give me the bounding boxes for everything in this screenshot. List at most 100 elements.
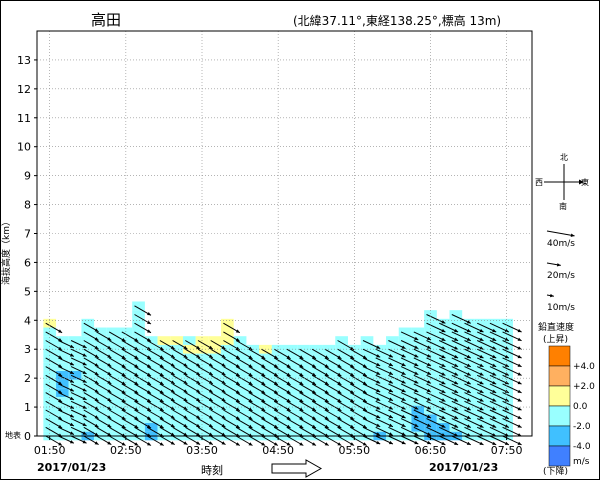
wind-arrow-head bbox=[94, 380, 99, 384]
wind-arrow bbox=[58, 392, 75, 401]
velocity-cell bbox=[106, 422, 120, 432]
wind-arrow-head bbox=[208, 389, 213, 393]
wind-arrow bbox=[476, 392, 497, 402]
wind-arrow-head bbox=[183, 380, 188, 384]
velocity-cell bbox=[309, 422, 323, 432]
wind-arrow-head bbox=[312, 442, 316, 446]
wind-arrow bbox=[362, 400, 381, 410]
wind-arrow bbox=[400, 426, 419, 436]
wind-arrow-head bbox=[221, 415, 226, 419]
velocity-cell bbox=[94, 396, 107, 406]
wind-arrow-head bbox=[504, 415, 509, 419]
velocity-cell bbox=[259, 370, 272, 380]
wind-arrow-head bbox=[427, 388, 431, 392]
velocity-cell bbox=[81, 344, 95, 354]
wind-arrow bbox=[210, 435, 226, 446]
wind-arrow bbox=[362, 418, 381, 428]
wind-arrow-head bbox=[170, 380, 175, 384]
velocity-cell bbox=[398, 362, 412, 371]
velocity-cell bbox=[94, 388, 107, 397]
wind-arrow bbox=[451, 322, 472, 333]
wind-arrow-head bbox=[107, 423, 112, 428]
velocity-cell bbox=[56, 362, 69, 371]
scale-label: 20m/s bbox=[547, 271, 575, 281]
wind-arrow bbox=[172, 409, 188, 419]
wind-arrow bbox=[438, 340, 459, 350]
wind-arrow-head bbox=[441, 407, 446, 411]
wind-arrow-head bbox=[401, 406, 406, 410]
wind-arrow-head bbox=[388, 406, 393, 410]
velocity-cell bbox=[182, 344, 196, 354]
velocity-cell bbox=[182, 336, 196, 345]
wind-arrow bbox=[273, 435, 291, 446]
wind-arrow-head bbox=[69, 422, 74, 426]
wind-arrow-head bbox=[492, 372, 497, 376]
wind-arrow-head bbox=[454, 337, 459, 341]
velocity-cell bbox=[335, 353, 348, 363]
velocity-cell bbox=[157, 388, 171, 397]
wind-arrow bbox=[235, 435, 253, 446]
velocity-cell bbox=[259, 388, 272, 397]
wind-arrow-head bbox=[504, 354, 509, 359]
velocity-cell bbox=[411, 414, 425, 423]
velocity-cell bbox=[347, 379, 361, 389]
x-tick-label: 02:50 bbox=[110, 444, 142, 457]
velocity-cell bbox=[322, 353, 336, 363]
wind-arrow-head bbox=[107, 354, 112, 358]
wind-arrow-head bbox=[107, 415, 112, 419]
velocity-cell bbox=[335, 388, 348, 397]
velocity-cell bbox=[411, 379, 425, 389]
wind-arrow-head bbox=[376, 371, 381, 375]
wind-arrow bbox=[159, 383, 175, 393]
velocity-cell bbox=[182, 405, 196, 415]
velocity-cell bbox=[106, 362, 120, 371]
wind-arrow bbox=[375, 357, 394, 367]
wind-arrow-head bbox=[401, 362, 406, 366]
velocity-cell bbox=[398, 344, 412, 354]
wind-arrow bbox=[426, 340, 446, 350]
wind-arrow-head bbox=[376, 440, 381, 445]
velocity-cell bbox=[335, 379, 348, 389]
y-tick-label: 10 bbox=[17, 141, 31, 154]
wind-arrow-head bbox=[479, 337, 484, 341]
velocity-cell bbox=[208, 405, 222, 415]
wind-arrow-head bbox=[414, 371, 419, 375]
velocity-cell bbox=[360, 370, 374, 380]
y-tick-label: 8 bbox=[24, 199, 31, 212]
velocity-cell bbox=[233, 370, 247, 380]
wind-arrow bbox=[388, 409, 406, 419]
wind-arrow-head bbox=[441, 441, 446, 445]
wind-arrow bbox=[185, 348, 201, 359]
wind-arrow-head bbox=[388, 371, 393, 375]
wind-arrow bbox=[502, 357, 522, 368]
wind-arrow-head bbox=[479, 381, 484, 385]
velocity-cell bbox=[68, 396, 82, 406]
wind-arrow-head bbox=[388, 440, 393, 445]
velocity-cell bbox=[68, 388, 82, 397]
velocity-cell bbox=[347, 370, 361, 380]
velocity-cell bbox=[195, 353, 209, 363]
velocity-cell bbox=[157, 422, 171, 432]
wind-arrow bbox=[121, 435, 139, 446]
wind-arrow-head bbox=[517, 433, 522, 437]
wind-arrow bbox=[426, 392, 446, 402]
velocity-cell bbox=[373, 396, 387, 406]
velocity-cell bbox=[297, 388, 310, 397]
wind-arrow-head bbox=[517, 372, 522, 376]
velocity-cell bbox=[386, 414, 399, 423]
wind-arrow bbox=[58, 409, 75, 418]
velocity-cell bbox=[424, 353, 437, 363]
wind-arrow bbox=[362, 426, 381, 436]
velocity-cell bbox=[284, 414, 298, 423]
wind-arrow bbox=[83, 426, 99, 437]
wind-arrow-head bbox=[376, 345, 381, 349]
wind-arrow-head bbox=[401, 423, 406, 427]
wind-arrow bbox=[172, 357, 188, 367]
wind-arrow-head bbox=[479, 354, 484, 359]
velocity-cell bbox=[424, 396, 437, 406]
wind-arrow-head bbox=[82, 414, 87, 418]
velocity-cell bbox=[411, 370, 425, 380]
wind-arrow-head bbox=[479, 346, 484, 350]
wind-arrow-head bbox=[107, 380, 112, 384]
wind-arrow bbox=[438, 331, 459, 342]
